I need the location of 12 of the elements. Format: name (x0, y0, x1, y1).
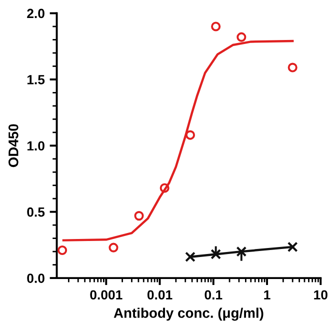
x-tick-label: 1 (264, 290, 270, 300)
y-tick-label: 1.0 (27, 141, 44, 151)
y-axis-title: OD450 (8, 124, 18, 168)
y-tick-label: 0.5 (27, 207, 45, 217)
y-tick-label: 0.0 (27, 274, 44, 283)
x-tick-label: 0.001 (90, 290, 122, 300)
x-tick-label: 0.01 (147, 290, 172, 300)
x-axis-title: Antibody conc. (μg/ml) (114, 308, 264, 321)
x-tick-label: 0.1 (204, 290, 222, 300)
y-tick-label: 1.5 (27, 75, 45, 84)
x-tick-label: 10 (314, 290, 328, 300)
y-tick-label: 2.0 (27, 8, 44, 18)
